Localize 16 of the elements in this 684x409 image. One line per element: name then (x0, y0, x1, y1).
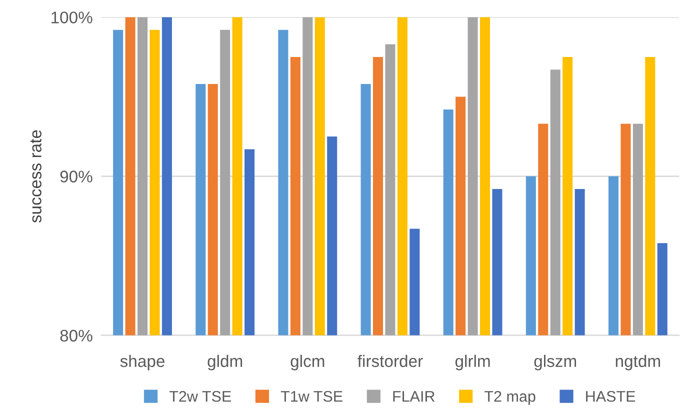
x-tick-label: shape (120, 354, 164, 370)
x-tick-label: firstorder (358, 354, 423, 368)
x-tick-label: glszm (534, 354, 576, 370)
legend-label: T1w TSE (280, 390, 342, 402)
x-tick-label: ngtdm (616, 354, 660, 370)
x-tick-label: glcm (290, 354, 324, 370)
legend-label: T2w TSE (169, 390, 231, 402)
x-tick-label: glrlm (455, 354, 490, 370)
y-tick-label: 80% (60, 330, 92, 342)
legend-label: HASTE (586, 390, 636, 402)
x-tick-label: gldm (208, 354, 242, 370)
y-axis-title: success rate (30, 130, 42, 223)
legend-label: T2 map (484, 390, 536, 405)
y-tick-label: 90% (60, 170, 92, 182)
legend-label: FLAIR (393, 391, 435, 402)
y-tick-label: 100% (52, 12, 92, 24)
